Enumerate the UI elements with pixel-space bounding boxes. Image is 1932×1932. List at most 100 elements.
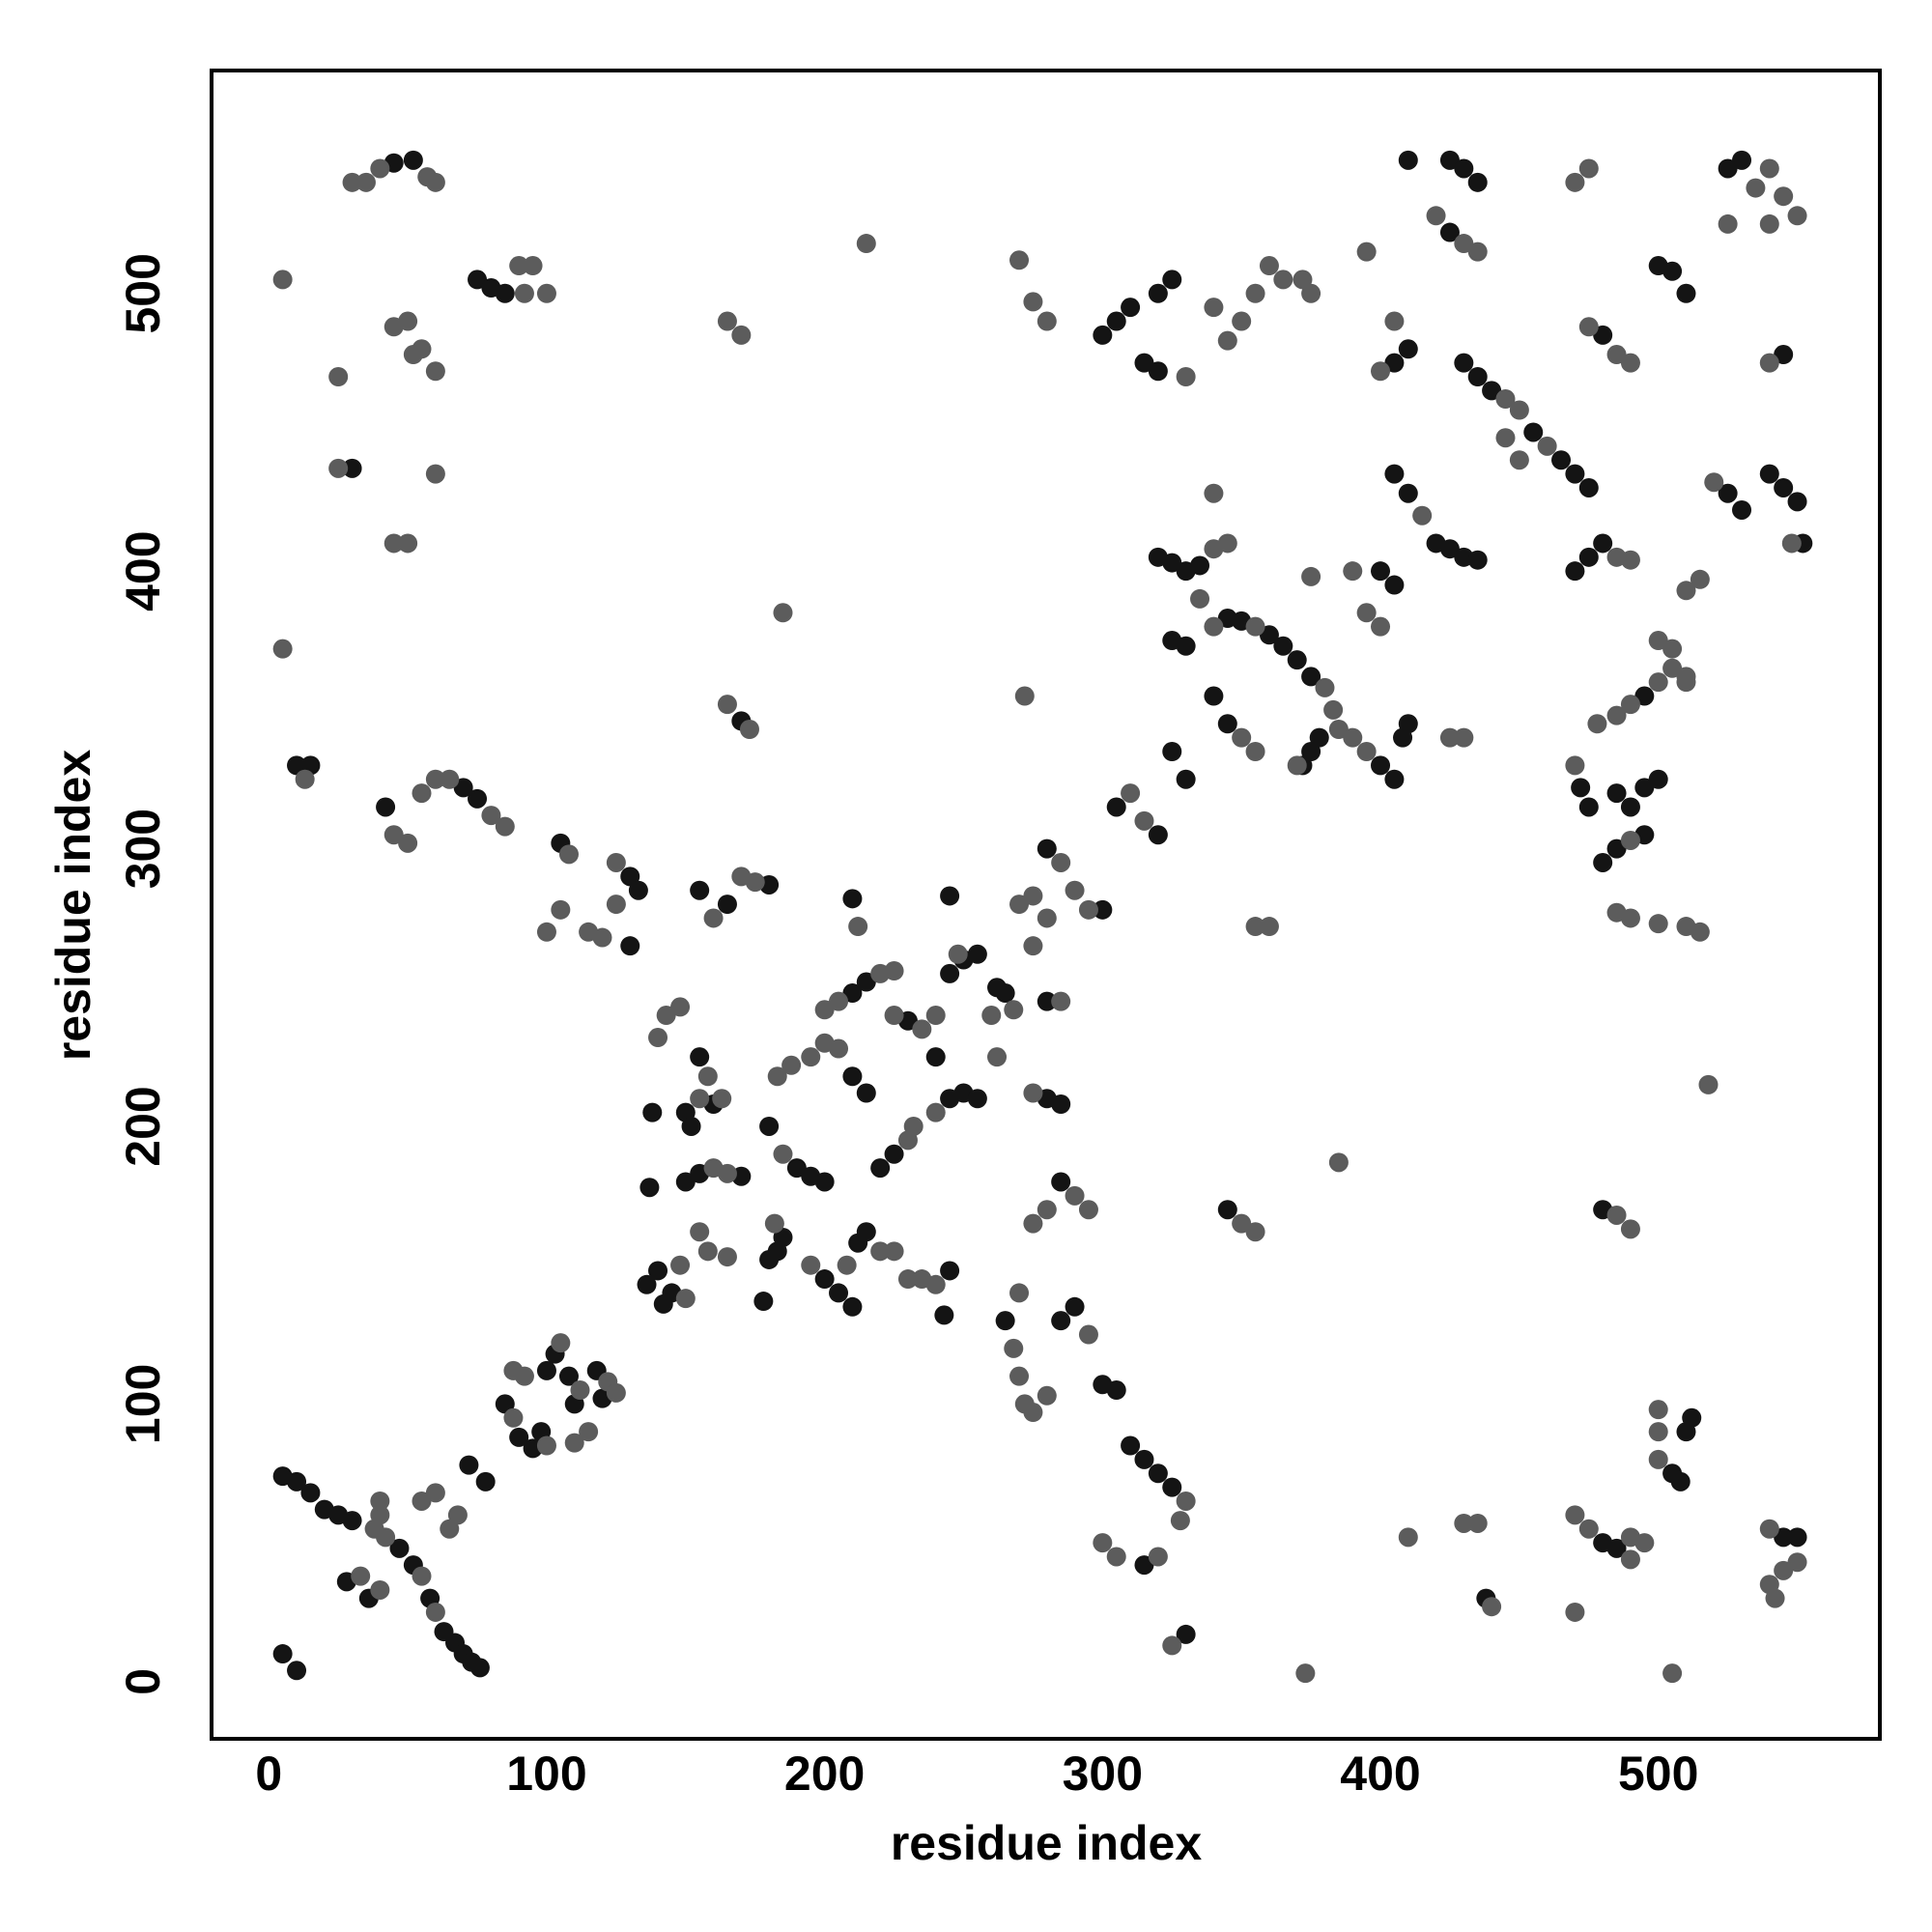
scatter-point — [551, 899, 571, 920]
scatter-point — [717, 311, 737, 331]
scatter-point — [1245, 283, 1265, 303]
scatter-point — [940, 886, 960, 906]
scatter-point — [1121, 1435, 1141, 1456]
scatter-point — [628, 880, 648, 900]
scatter-point — [648, 1028, 668, 1048]
scatter-point — [642, 1102, 663, 1122]
scatter-point — [620, 867, 640, 887]
scatter-point — [1565, 1602, 1585, 1622]
scatter-point — [717, 1247, 737, 1267]
scatter-point — [1134, 1555, 1154, 1576]
scatter-point — [670, 1255, 691, 1275]
scatter-point — [1606, 345, 1627, 365]
scatter-point — [425, 1602, 445, 1622]
scatter-point — [425, 361, 445, 382]
scatter-point — [342, 1511, 362, 1531]
scatter-point — [1774, 345, 1794, 365]
scatter-point — [1009, 1283, 1030, 1303]
scatter-point — [1162, 741, 1182, 761]
scatter-point — [412, 1491, 432, 1511]
scatter-point — [1398, 339, 1418, 359]
scatter-point — [509, 1427, 529, 1447]
scatter-point — [1787, 206, 1807, 226]
scatter-point — [300, 1483, 321, 1503]
scatter-point — [1078, 899, 1098, 920]
scatter-point — [1732, 499, 1752, 520]
scatter-point — [376, 797, 396, 817]
scatter-point — [398, 311, 418, 331]
scatter-point — [1065, 1296, 1085, 1317]
scatter-point — [1676, 667, 1696, 687]
scatter-point — [781, 1055, 802, 1075]
scatter-point — [884, 1006, 904, 1026]
scatter-point — [1467, 172, 1488, 192]
scatter-point — [1162, 270, 1182, 290]
scatter-point — [1718, 158, 1738, 179]
scatter-point — [1384, 769, 1405, 789]
scatter-point — [1718, 483, 1738, 503]
scatter-point — [1309, 727, 1329, 748]
scatter-point — [1662, 658, 1683, 678]
scatter-point — [1578, 477, 1599, 497]
scatter-point — [514, 283, 534, 303]
scatter-point — [536, 283, 556, 303]
scatter-point — [1662, 639, 1683, 659]
scatter-point — [287, 1661, 307, 1681]
scatter-point — [884, 961, 904, 981]
scatter-point — [403, 345, 423, 365]
scatter-point — [987, 1047, 1008, 1067]
scatter-point — [1328, 720, 1349, 740]
scatter-point — [848, 917, 868, 937]
scatter-point — [842, 983, 863, 1004]
scatter-point — [440, 769, 460, 789]
scatter-point — [1384, 464, 1405, 484]
scatter-point — [1301, 566, 1321, 586]
scatter-point — [1467, 550, 1488, 570]
plot-frame — [210, 69, 1882, 1741]
scatter-point — [773, 603, 793, 623]
scatter-point — [1014, 686, 1035, 706]
scatter-point — [1454, 727, 1474, 748]
scatter-point — [425, 172, 445, 192]
scatter-point — [1467, 242, 1488, 262]
x-axis-title: residue index — [891, 1816, 1203, 1870]
scatter-point — [884, 1241, 904, 1262]
scatter-point — [1454, 158, 1474, 179]
scatter-point — [495, 1394, 515, 1414]
scatter-point — [1176, 367, 1196, 387]
scatter-point — [1065, 1185, 1085, 1206]
scatter-point — [398, 833, 418, 853]
scatter-point — [1106, 311, 1126, 331]
scatter-point — [355, 172, 376, 192]
scatter-point — [272, 1644, 293, 1664]
scatter-point — [1606, 1205, 1627, 1225]
scatter-point — [606, 895, 626, 915]
scatter-point — [440, 1519, 460, 1539]
scatter-point — [1259, 256, 1279, 276]
scatter-point — [1037, 838, 1057, 859]
scatter-point — [1301, 667, 1321, 687]
scatter-point — [1578, 158, 1599, 179]
scatter-point — [1454, 1513, 1474, 1533]
scatter-point — [1537, 436, 1557, 456]
scatter-point — [739, 720, 759, 740]
scatter-point — [1106, 797, 1126, 817]
scatter-point — [1774, 1527, 1794, 1548]
scatter-point — [1287, 755, 1307, 776]
scatter-point — [814, 1269, 835, 1290]
scatter-point — [1634, 686, 1655, 706]
scatter-point — [1495, 428, 1516, 448]
scatter-point — [1232, 727, 1252, 748]
scatter-point — [1023, 1083, 1043, 1103]
scatter-point — [342, 172, 362, 192]
scatter-point — [1204, 616, 1224, 637]
scatter-point — [1454, 234, 1474, 254]
scatter-point — [1620, 1549, 1640, 1570]
scatter-point — [295, 769, 315, 789]
scatter-point — [1371, 755, 1391, 776]
scatter-point — [1232, 1213, 1252, 1234]
scatter-point — [469, 1658, 490, 1678]
scatter-point — [1467, 367, 1488, 387]
scatter-point — [1287, 650, 1307, 670]
scatter-point — [1051, 1094, 1071, 1114]
